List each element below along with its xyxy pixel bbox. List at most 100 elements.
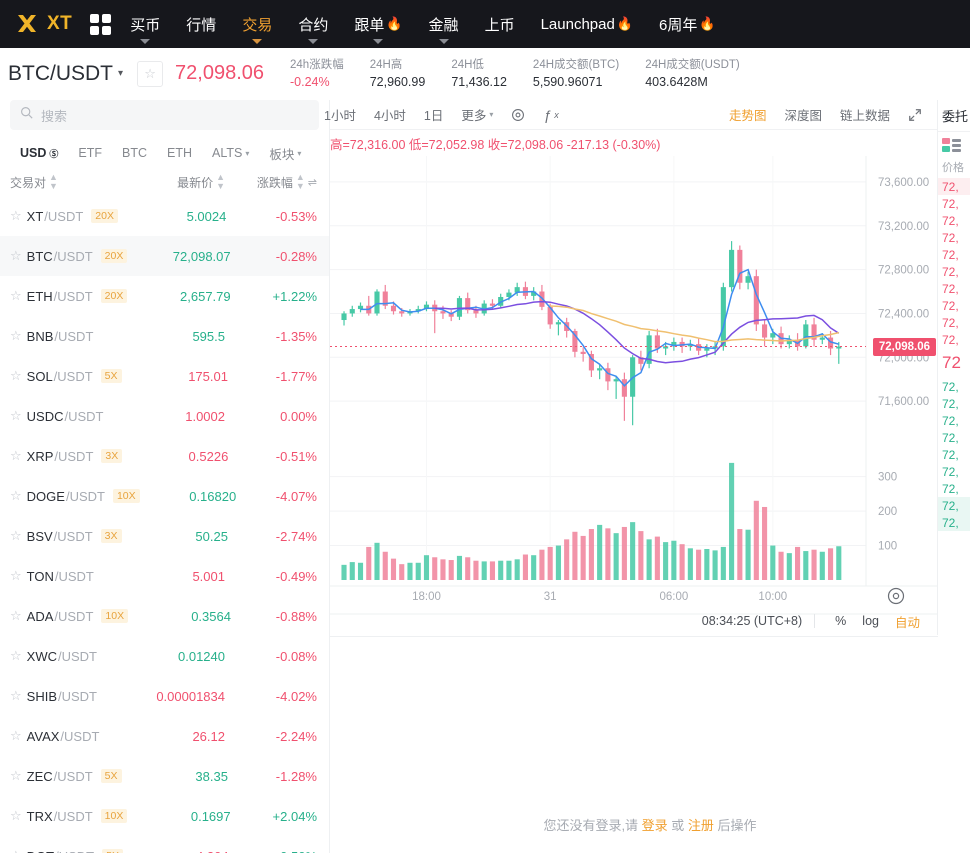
order-book-ask-row[interactable]: 72,	[942, 281, 959, 296]
order-book-ask-row[interactable]: 72,	[942, 230, 959, 245]
register-link[interactable]: 注册	[687, 818, 714, 833]
order-book-bid-row[interactable]: 72,	[942, 481, 959, 496]
nav-item-4[interactable]: 跟单 🔥	[341, 0, 415, 48]
favorite-star-icon[interactable]: ☆	[10, 648, 22, 663]
favorite-star-icon[interactable]: ☆	[10, 288, 22, 303]
brand-logo[interactable]: XT	[14, 11, 72, 37]
order-book-bid-row[interactable]: 72,	[942, 430, 959, 445]
nav-item-8[interactable]: 6周年 🔥	[646, 0, 729, 48]
nav-item-1[interactable]: 行情	[173, 0, 229, 48]
ticker-stat-label: 24H成交额(BTC)	[532, 58, 620, 71]
fullscreen-icon[interactable]	[899, 108, 931, 122]
market-filter-alts[interactable]: ALTS ▾	[202, 146, 259, 160]
favorite-star-icon[interactable]: ☆	[10, 488, 22, 503]
order-book-bid-row[interactable]: 72,	[942, 379, 959, 394]
chart-view-tab-1[interactable]: 深度图	[784, 109, 822, 123]
favorite-star-icon[interactable]: ☆	[10, 768, 22, 783]
market-filter-usd[interactable]: USD Ⓢ	[10, 146, 68, 160]
percent-scale-button[interactable]: %	[835, 614, 847, 628]
chart-interval-1[interactable]: 4小时	[373, 109, 406, 123]
order-book-bid-row[interactable]: 72,	[938, 514, 970, 531]
table-row[interactable]: ☆ USDC/USDT 1.0002 0.00%	[0, 396, 329, 436]
order-book-ask-row[interactable]: 72,	[942, 196, 959, 211]
table-row[interactable]: ☆ BSV/USDT 3X 50.25 -2.74%	[0, 516, 329, 556]
favorite-star-icon[interactable]: ☆	[10, 248, 22, 263]
nav-item-5[interactable]: 金融	[416, 0, 472, 48]
favorite-star-icon[interactable]: ☆	[10, 408, 22, 423]
order-book-ask-row[interactable]: 72,	[938, 178, 970, 195]
table-row[interactable]: ☆ BTC/USDT 20X 72,098.07 -0.28%	[0, 236, 329, 276]
order-book-ask-row[interactable]: 72,	[942, 315, 959, 330]
order-book-bid-row[interactable]: 72,	[942, 413, 959, 428]
auto-scale-button[interactable]: 自动	[894, 615, 920, 630]
column-header-change[interactable]: 涨跌幅 ▲ ▼ ⇌	[225, 173, 317, 191]
favorite-star-icon[interactable]: ☆	[10, 688, 22, 703]
favorite-star-icon[interactable]: ☆	[10, 448, 22, 463]
table-row[interactable]: ☆ ETH/USDT 20X 2,657.79 +1.22%	[0, 276, 329, 316]
order-book-bid-row[interactable]: 72,	[938, 497, 970, 514]
favorite-star-icon[interactable]: ☆	[10, 528, 22, 543]
table-row[interactable]: ☆ DOT/USDT 5X4.204+0.50%	[0, 836, 329, 853]
chart-view-tab-0[interactable]: 走势图	[728, 109, 767, 123]
nav-item-2[interactable]: 交易	[229, 0, 285, 48]
chart-interval-0[interactable]: 1小时	[324, 109, 356, 123]
order-book-ask-row[interactable]: 72,	[942, 213, 959, 228]
chart-settings-icon[interactable]	[502, 108, 534, 122]
market-filter-etf[interactable]: ETF	[68, 146, 112, 160]
table-row[interactable]: ☆ XRP/USDT 3X 0.5226 -0.51%	[0, 436, 329, 476]
nav-item-0[interactable]: 买币	[117, 0, 173, 48]
sort-icon[interactable]: ▲ ▼	[49, 172, 58, 191]
market-filter-板块[interactable]: 板块 ▾	[259, 144, 311, 163]
order-book-bid-row[interactable]: 72,	[942, 396, 959, 411]
table-row[interactable]: ☆ ADA/USDT 10X 0.3564 -0.88%	[0, 596, 329, 636]
page-title[interactable]: BTC/USDT	[8, 61, 113, 85]
order-book-ask-row[interactable]: 72,	[942, 332, 959, 347]
order-book-bid-row[interactable]: 72,	[942, 447, 959, 462]
chevron-down-icon[interactable]: ▾	[118, 68, 124, 79]
order-book-ask-row[interactable]: 72,	[942, 247, 959, 262]
order-book-bid-row[interactable]: 72,	[942, 464, 959, 479]
column-header-pair[interactable]: 交易对 ▲ ▼	[10, 173, 115, 191]
table-row[interactable]: ☆ XT/USDT 20X 5.0024 -0.53%	[0, 196, 329, 236]
chart-interval-2[interactable]: 1日	[423, 109, 444, 123]
apps-grid-icon[interactable]	[90, 13, 112, 35]
table-row[interactable]: ☆ TRX/USDT 10X 0.1697 +2.04%	[0, 796, 329, 836]
favorite-star-icon[interactable]: ☆	[10, 608, 22, 623]
search-input[interactable]: 搜索	[10, 100, 319, 130]
sort-icon[interactable]: ▲ ▼	[216, 172, 225, 191]
log-scale-button[interactable]: log	[862, 614, 879, 628]
swap-icon[interactable]: ⇌	[307, 176, 317, 189]
table-row[interactable]: ☆ TON/USDT 5.001 -0.49%	[0, 556, 329, 596]
nav-item-7[interactable]: Launchpad 🔥	[528, 0, 646, 48]
favorite-star-icon[interactable]: ☆	[10, 568, 22, 583]
chart-more-button[interactable]: 更多 ▾	[452, 105, 502, 124]
row-quote: /USDT	[53, 528, 93, 544]
favorite-star-icon[interactable]: ☆	[10, 728, 22, 743]
favorite-star-icon[interactable]: ☆	[137, 60, 164, 87]
market-filter-eth[interactable]: ETH	[157, 146, 202, 160]
order-book-layout-icon[interactable]	[938, 132, 970, 156]
favorite-star-icon[interactable]: ☆	[10, 808, 22, 823]
order-book-ask-row[interactable]: 72,	[942, 264, 959, 279]
nav-item-3[interactable]: 合约	[285, 0, 341, 48]
chart-view-tab-2[interactable]: 链上数据	[839, 109, 890, 123]
table-row[interactable]: ☆ SOL/USDT 5X 175.01 -1.77%	[0, 356, 329, 396]
table-row[interactable]: ☆ BNB/USDT 595.5 -1.35%	[0, 316, 329, 356]
column-header-price[interactable]: 最新价 ▲ ▼	[115, 173, 225, 191]
table-row[interactable]: ☆ AVAX/USDT 26.12 -2.24%	[0, 716, 329, 756]
login-link[interactable]: 登录	[641, 818, 668, 833]
table-row[interactable]: ☆ SHIB/USDT 0.00001834 -4.02%	[0, 676, 329, 716]
market-filter-btc[interactable]: BTC	[112, 146, 157, 160]
order-book-ask-row[interactable]: 72,	[942, 298, 959, 313]
favorite-star-icon[interactable]: ☆	[10, 848, 22, 853]
chart-canvas[interactable]: 73,600.00 73,200.00 72,800.00 72,400.00 72,0…	[330, 156, 938, 635]
nav-item-6[interactable]: 上币	[472, 0, 528, 48]
favorite-star-icon[interactable]: ☆	[10, 208, 22, 223]
sort-icon[interactable]: ▲ ▼	[295, 172, 305, 191]
table-row[interactable]: ☆ DOGE/USDT 10X 0.16820 -4.07%	[0, 476, 329, 516]
favorite-star-icon[interactable]: ☆	[10, 368, 22, 383]
favorite-star-icon[interactable]: ☆	[10, 328, 22, 343]
table-row[interactable]: ☆ ZEC/USDT 5X 38.35 -1.28%	[0, 756, 329, 796]
table-row[interactable]: ☆ XWC/USDT 0.01240 -0.08%	[0, 636, 329, 676]
